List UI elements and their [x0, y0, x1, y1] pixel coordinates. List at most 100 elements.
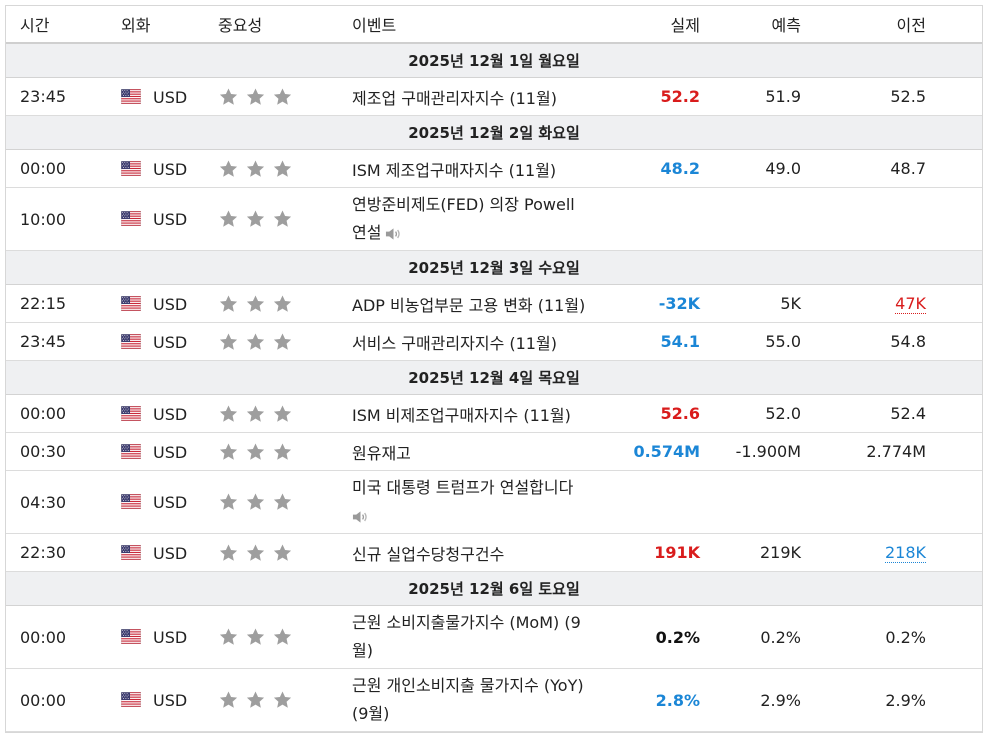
header-forecast[interactable]: 예측: [700, 6, 801, 44]
star-icon: [218, 690, 239, 710]
star-icon: [218, 442, 239, 462]
event-row[interactable]: 23:45 USD 제조업 구매관리자지수 (11월) 52.2 51.9 52…: [6, 77, 982, 116]
event-time: 04:30: [6, 470, 107, 534]
previous-value: 52.4: [801, 394, 926, 433]
importance-stars: [218, 442, 293, 462]
us-flag-icon: [121, 406, 141, 421]
event-time: 00:00: [6, 668, 107, 732]
star-icon: [218, 404, 239, 424]
event-name[interactable]: 미국 대통령 트럼프가 연설합니다: [339, 470, 624, 534]
event-name-line1: 연방준비제도(FED) 의장 Powell: [352, 195, 575, 214]
header-currency[interactable]: 외화: [107, 6, 205, 44]
previous-value: 0.2%: [801, 605, 926, 669]
star-icon: [272, 87, 293, 107]
event-name-line1: 근원 개인소비지출 물가지수 (YoY): [352, 676, 584, 695]
us-flag-icon: [121, 211, 141, 226]
star-icon: [272, 159, 293, 179]
event-name[interactable]: 원유재고: [339, 432, 624, 471]
forecast-value: 52.0: [700, 394, 801, 433]
actual-value: 52.6: [624, 394, 700, 433]
header-event[interactable]: 이벤트: [339, 6, 624, 44]
previous-value: 2.9%: [801, 668, 926, 732]
event-row[interactable]: 10:00 USD 연방준비제도(FED) 의장 Powell 연설: [6, 187, 982, 251]
day-header-row: 2025년 12월 1일 월요일: [6, 43, 982, 78]
star-icon: [245, 492, 266, 512]
importance-stars: [218, 209, 293, 229]
previous-value-revised[interactable]: 47K: [895, 294, 926, 314]
event-time: 22:30: [6, 533, 107, 572]
star-icon: [272, 209, 293, 229]
importance-stars: [218, 492, 293, 512]
actual-value: 2.8%: [624, 668, 700, 732]
event-row[interactable]: 04:30 USD 미국 대통령 트럼프가 연설합니다: [6, 470, 982, 534]
previous-value-revised[interactable]: 218K: [884, 543, 926, 563]
event-name[interactable]: ADP 비농업부문 고용 변화 (11월): [339, 284, 624, 323]
us-flag-icon: [121, 692, 141, 707]
previous-value: 52.5: [801, 77, 926, 116]
event-name[interactable]: ISM 비제조업구매자지수 (11월): [339, 394, 624, 433]
event-name[interactable]: 근원 개인소비지출 물가지수 (YoY) (9월): [339, 668, 624, 732]
event-name[interactable]: 서비스 구매관리자지수 (11월): [339, 322, 624, 361]
event-row[interactable]: 22:15 USD ADP 비농업부문 고용 변화 (11월) -32K 5K …: [6, 284, 982, 323]
day-label: 2025년 12월 1일 월요일: [6, 43, 982, 78]
event-row[interactable]: 00:00 USD 근원 개인소비지출 물가지수 (YoY) (9월) 2.8% …: [6, 668, 982, 732]
importance-stars: [218, 404, 293, 424]
us-flag-icon: [121, 89, 141, 104]
header-row: 시간 외화 중요성 이벤트 실제 예측 이전: [6, 6, 982, 44]
forecast-value: 2.9%: [700, 668, 801, 732]
event-row[interactable]: 00:30 USD 원유재고 0.574M -1.900M 2.774M: [6, 432, 982, 471]
forecast-value: 0.2%: [700, 605, 801, 669]
actual-value: 191K: [624, 533, 700, 572]
header-actual[interactable]: 실제: [624, 6, 700, 44]
star-icon: [218, 332, 239, 352]
previous-value: [801, 187, 926, 251]
day-label: 2025년 12월 6일 토요일: [6, 571, 982, 606]
event-time: 10:00: [6, 187, 107, 251]
event-time: 23:45: [6, 322, 107, 361]
event-row[interactable]: 22:30 USD 신규 실업수당청구건수 191K 219K 218K: [6, 533, 982, 572]
actual-value: 48.2: [624, 149, 700, 188]
header-importance[interactable]: 중요성: [205, 6, 339, 44]
header-time[interactable]: 시간: [6, 6, 107, 44]
header-previous[interactable]: 이전: [801, 6, 926, 44]
currency-code: USD: [153, 543, 188, 563]
event-row[interactable]: 23:45 USD 서비스 구매관리자지수 (11월) 54.1 55.0 54…: [6, 322, 982, 361]
speaker-icon[interactable]: [352, 510, 369, 524]
event-row[interactable]: 00:00 USD ISM 비제조업구매자지수 (11월) 52.6 52.0 …: [6, 394, 982, 433]
importance-stars: [218, 332, 293, 352]
day-label: 2025년 12월 2일 화요일: [6, 115, 982, 150]
star-icon: [218, 209, 239, 229]
us-flag-icon: [121, 545, 141, 560]
event-time: 23:45: [6, 77, 107, 116]
currency-code: USD: [153, 159, 188, 179]
event-row[interactable]: 00:00 USD 근원 소비지출물가지수 (MoM) (9 월) 0.2% 0.…: [6, 605, 982, 669]
speaker-icon[interactable]: [385, 227, 402, 241]
event-time: 00:00: [6, 394, 107, 433]
event-name[interactable]: 연방준비제도(FED) 의장 Powell 연설: [339, 187, 624, 251]
event-name[interactable]: 신규 실업수당청구건수: [339, 533, 624, 572]
importance-stars: [218, 87, 293, 107]
star-icon: [245, 159, 266, 179]
event-time: 00:30: [6, 432, 107, 471]
currency-code: USD: [153, 294, 188, 314]
forecast-value: 51.9: [700, 77, 801, 116]
importance-stars: [218, 627, 293, 647]
star-icon: [218, 159, 239, 179]
event-name[interactable]: 제조업 구매관리자지수 (11월): [339, 77, 624, 116]
event-name-line2: (9월): [352, 704, 390, 723]
importance-stars: [218, 690, 293, 710]
event-name[interactable]: 근원 소비지출물가지수 (MoM) (9 월): [339, 605, 624, 669]
event-row[interactable]: 00:00 USD ISM 제조업구매자지수 (11월) 48.2 49.0 4…: [6, 149, 982, 188]
event-name[interactable]: ISM 제조업구매자지수 (11월): [339, 149, 624, 188]
day-header-row: 2025년 12월 6일 토요일: [6, 571, 982, 606]
star-icon: [245, 543, 266, 563]
forecast-value: -1.900M: [700, 432, 801, 471]
day-header-row: 2025년 12월 4일 목요일: [6, 360, 982, 395]
economic-calendar: 시간 외화 중요성 이벤트 실제 예측 이전 2025년 12월 1일 월요일 …: [5, 5, 983, 733]
actual-value: 0.574M: [624, 432, 700, 471]
star-icon: [245, 627, 266, 647]
us-flag-icon: [121, 629, 141, 644]
us-flag-icon: [121, 296, 141, 311]
star-icon: [245, 404, 266, 424]
day-header-row: 2025년 12월 3일 수요일: [6, 250, 982, 285]
